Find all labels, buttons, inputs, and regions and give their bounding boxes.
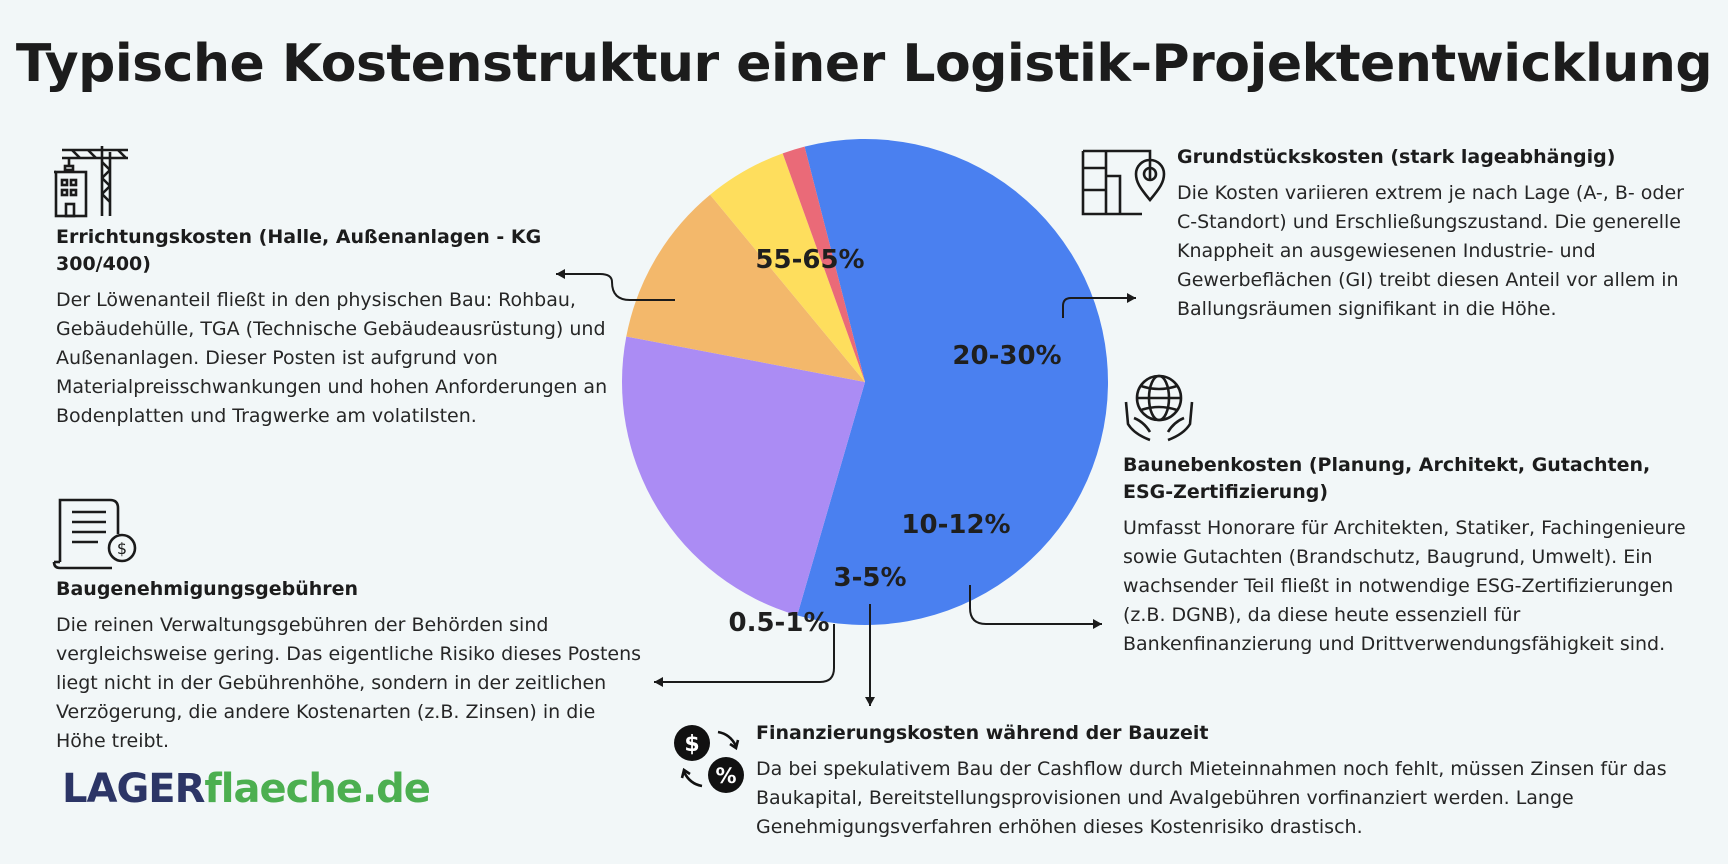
baunebenkosten-heading: Baunebenkosten (Planung, Architekt, Guta… — [1123, 454, 1651, 503]
pie-slice-baugenehmigung — [782, 146, 865, 382]
map-pin-icon — [1081, 149, 1166, 216]
grundstueck-block: Grundstückskosten (stark lageabhängig) D… — [1177, 144, 1687, 324]
site-logo: LAGERflaeche.de — [62, 766, 431, 812]
arrow-baugenehmigung — [654, 624, 835, 687]
slice-label-baugenehmigung: 0.5-1% — [729, 608, 830, 638]
pie-slice-errichtung — [797, 138, 1108, 625]
errichtung-heading: Errichtungskosten (Halle, Außenanlagen -… — [56, 226, 542, 275]
dollar-percent-icon: $ % — [674, 725, 744, 793]
pie-slice-baunebenkosten — [626, 194, 865, 382]
logo-part-2: flaeche.de — [204, 766, 431, 812]
baunebenkosten-block: Baunebenkosten (Planung, Architekt, Guta… — [1123, 452, 1688, 659]
grundstueck-text: Die Kosten variieren extrem je nach Lage… — [1177, 182, 1684, 320]
document-dollar-icon: $ — [52, 498, 137, 570]
baugenehmigung-block: Baugenehmigungsgebühren Die reinen Verwa… — [56, 576, 646, 756]
pie-slice-grundstueck — [622, 336, 865, 616]
crane-building-icon — [54, 146, 128, 218]
svg-text:$: $ — [117, 539, 127, 558]
arrow-baunebenkosten — [969, 585, 1102, 629]
baunebenkosten-text: Umfasst Honorare für Architekten, Statik… — [1123, 517, 1686, 655]
arrow-finanzierung — [865, 604, 875, 706]
arrow-grundstueck — [1062, 293, 1136, 318]
svg-text:%: % — [715, 764, 736, 788]
slice-label-grundstueck: 20-30% — [952, 341, 1061, 371]
finanzierung-block: Finanzierungskosten während der Bauzeit … — [756, 720, 1686, 842]
slice-label-baunebenkosten: 10-12% — [901, 510, 1010, 540]
svg-text:$: $ — [684, 732, 699, 757]
logo-part-1: LAGER — [62, 766, 205, 812]
grundstueck-heading: Grundstückskosten (stark lageabhängig) — [1177, 146, 1616, 168]
pie-slice-finanzierung — [710, 153, 865, 382]
page-title: Typische Kostenstruktur einer Logistik-P… — [15, 34, 1713, 94]
errichtung-text: Der Löwenanteil fließt in den physischen… — [56, 289, 608, 427]
finanzierung-heading: Finanzierungskosten während der Bauzeit — [756, 722, 1209, 744]
errichtung-block: Errichtungskosten (Halle, Außenanlagen -… — [56, 224, 616, 431]
slice-label-errichtung: 55-65% — [755, 245, 864, 275]
baugenehmigung-heading: Baugenehmigungsgebühren — [56, 578, 359, 600]
globe-hands-icon — [1124, 374, 1194, 442]
finanzierung-text: Da bei spekulativem Bau der Cashflow dur… — [756, 758, 1667, 838]
baugenehmigung-text: Die reinen Verwaltungsgebühren der Behör… — [56, 614, 642, 752]
slice-label-finanzierung: 3-5% — [833, 563, 906, 593]
